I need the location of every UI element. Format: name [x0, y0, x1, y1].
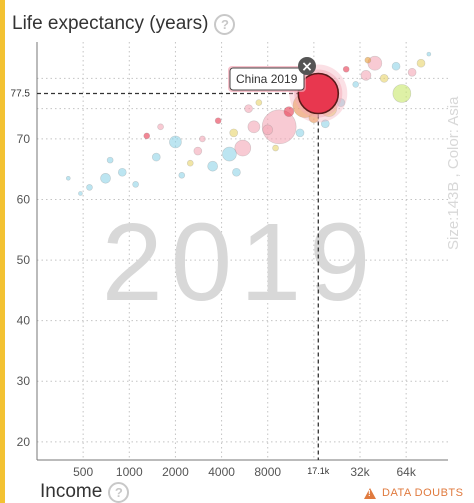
- data-bubble: [106, 156, 114, 164]
- data-bubble: [117, 167, 127, 177]
- data-bubble: [272, 144, 279, 152]
- data-bubble: [222, 146, 237, 162]
- data-bubble: [342, 65, 350, 73]
- x-highlight-label: 17.1k: [307, 466, 330, 476]
- x-tick-label: 32k: [350, 465, 370, 479]
- tooltip-label: China 2019: [236, 72, 298, 86]
- data-bubble: [229, 128, 239, 138]
- y-tick-label: 20: [17, 435, 31, 449]
- side-label: Size:143B , Color: Asia: [445, 96, 462, 250]
- data-bubble: [199, 135, 206, 143]
- y-tick-label: 70: [17, 132, 31, 146]
- frame-accent: [0, 0, 5, 503]
- data-bubble: [426, 51, 432, 57]
- data-bubble: [364, 56, 372, 64]
- year-watermark: 2019: [102, 201, 379, 324]
- highlight-layer: [37, 64, 348, 460]
- data-bubble: [132, 181, 139, 188]
- data-bubble: [391, 61, 401, 71]
- data-bubble: [65, 176, 71, 181]
- close-icon[interactable]: [298, 57, 316, 75]
- data-bubble: [143, 132, 151, 140]
- data-bubble: [262, 124, 274, 136]
- data-bubble: [321, 119, 330, 129]
- data-bubble: [86, 184, 93, 191]
- data-bubble: [416, 58, 426, 68]
- x-tick-label: 64k: [396, 465, 416, 479]
- tick-labels: 500 1000 2000 4000 8000 32k 64k 20 30 40 50 60 70 77.…: [11, 88, 417, 479]
- data-bubble: [151, 152, 161, 162]
- data-doubts-label[interactable]: DATA DOUBTS: [382, 487, 464, 499]
- x-axis-title-text[interactable]: Income: [40, 481, 103, 502]
- data-bubble: [360, 70, 372, 81]
- y-tick-label: 30: [17, 374, 31, 388]
- y-axis-title-text[interactable]: Life expectancy (years): [12, 13, 209, 34]
- y-highlight-label: 77.5: [11, 88, 31, 99]
- help-icon[interactable]: ?: [214, 13, 236, 35]
- help-icon[interactable]: ?: [108, 481, 130, 503]
- chart-grid: [37, 42, 448, 460]
- data-bubble: [247, 120, 261, 134]
- data-bubble: [169, 135, 182, 149]
- y-axis-title[interactable]: Life expectancy (years) ?: [12, 13, 236, 35]
- data-bubble: [392, 84, 412, 103]
- x-tick-label: 2000: [162, 465, 189, 479]
- data-bubble: [186, 159, 194, 167]
- data-bubble: [78, 191, 83, 196]
- data-doubts-link[interactable]: DATA DOUBTS: [364, 487, 464, 499]
- x-axis-title[interactable]: Income ?: [40, 481, 130, 503]
- warning-icon: [364, 487, 376, 499]
- x-tick-label: 4000: [208, 465, 235, 479]
- data-bubble: [379, 74, 389, 83]
- data-bubble: [367, 55, 383, 71]
- y-tick-label: 50: [17, 253, 31, 267]
- data-bubble: [157, 123, 164, 131]
- bubbles-layer: [65, 51, 432, 196]
- x-tick-label: 1000: [116, 465, 143, 479]
- data-bubble: [283, 106, 295, 117]
- data-bubble: [100, 173, 111, 184]
- close-icon-glyph: ×: [301, 59, 313, 75]
- data-bubble: [207, 160, 218, 172]
- data-bubble: [295, 128, 305, 138]
- data-bubble: [261, 109, 297, 145]
- y-tick-label: 60: [17, 193, 31, 207]
- data-bubble: [352, 81, 360, 88]
- data-bubble: [255, 99, 263, 106]
- highlight-bubble: [297, 72, 340, 115]
- data-bubble: [232, 167, 241, 177]
- data-bubble: [193, 146, 203, 156]
- tooltip[interactable]: China 2019×: [228, 57, 316, 92]
- data-bubble: [244, 104, 253, 113]
- data-bubble: [234, 139, 252, 157]
- data-bubble: [178, 171, 186, 179]
- chart-axes: [36, 42, 448, 461]
- data-bubble: [407, 67, 417, 77]
- tooltip-box: [229, 67, 305, 91]
- x-tick-label: 8000: [254, 465, 281, 479]
- x-tick-label: 500: [73, 465, 93, 479]
- y-tick-label: 40: [17, 314, 31, 328]
- data-bubble: [214, 117, 222, 125]
